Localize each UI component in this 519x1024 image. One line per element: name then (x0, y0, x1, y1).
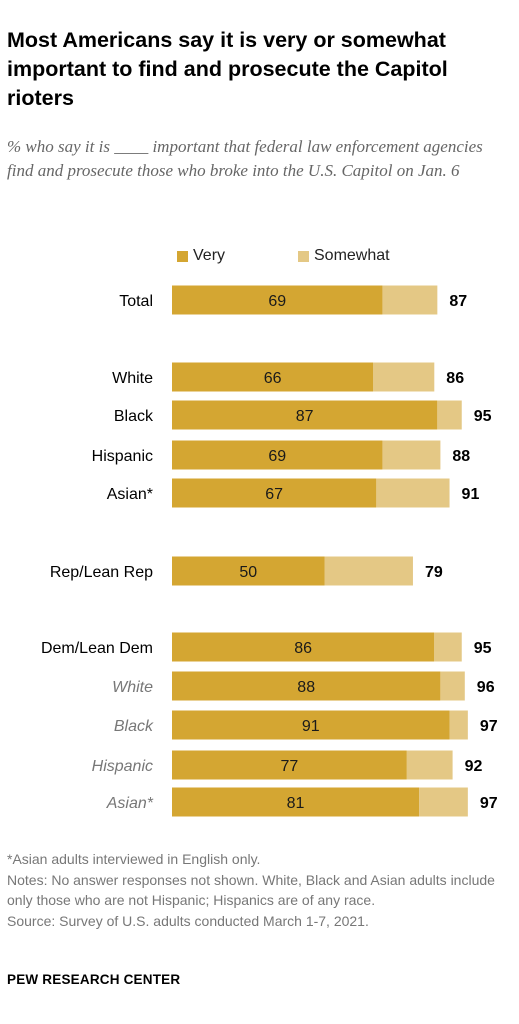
category-label: White (112, 679, 153, 696)
data-label-total: 91 (462, 486, 480, 503)
data-label-total: 79 (425, 564, 443, 581)
bar-somewhat (406, 750, 453, 780)
data-label-very: 81 (287, 795, 305, 812)
bar-somewhat (419, 787, 468, 817)
bar-somewhat (376, 478, 450, 508)
source-text: Source: Survey of U.S. adults conducted … (7, 912, 369, 929)
bar-very (172, 710, 450, 740)
bar-very (172, 787, 420, 817)
category-label: Total (119, 293, 153, 310)
chart-title: Most Americans say it is very or somewha… (7, 28, 448, 110)
bar-somewhat (434, 632, 462, 662)
bar-very (172, 440, 383, 470)
bar-very (172, 478, 377, 508)
bar-somewhat (382, 440, 441, 470)
asian-footnote: *Asian adults interviewed in English onl… (7, 851, 261, 867)
category-label: Asian* (106, 795, 154, 812)
stacked-bar-chart: Total 69 87 White 66 86 Black 87 95 Hispanic 69 88 A… (41, 285, 498, 817)
bar-very (172, 671, 441, 701)
legend-item-very: Very (177, 247, 225, 265)
category-label: Hispanic (92, 758, 153, 775)
data-label-total: 95 (474, 408, 492, 425)
bar-somewhat (382, 285, 438, 315)
category-label: Black (114, 718, 154, 735)
legend-label-somewhat: Somewhat (314, 247, 390, 264)
data-label-total: 97 (480, 718, 498, 735)
data-label-total: 96 (477, 679, 495, 696)
legend-label-very: Very (193, 247, 226, 264)
data-label-total: 92 (465, 758, 483, 775)
notes-block: *Asian adults interviewed in English onl… (7, 849, 512, 931)
legend-swatch-somewhat (298, 250, 309, 262)
category-label: Asian* (107, 486, 153, 503)
data-label-very: 77 (281, 758, 299, 775)
org-name: PEW RESEARCH CENTER (7, 972, 181, 987)
bar-very (172, 362, 374, 392)
category-label: White (112, 370, 153, 387)
legend-swatch-very (177, 250, 188, 262)
bar-somewhat (440, 671, 465, 701)
data-label-total: 95 (474, 640, 492, 657)
bar-very (172, 285, 383, 315)
data-label-total: 87 (449, 293, 467, 310)
bar-somewhat (437, 400, 462, 430)
bar-somewhat (373, 362, 435, 392)
bar-very (172, 632, 435, 662)
data-label-very: 91 (302, 718, 320, 735)
bar-somewhat (449, 710, 468, 740)
category-label: Dem/Lean Dem (41, 640, 153, 657)
data-label-very: 69 (268, 448, 286, 465)
data-label-very: 67 (265, 486, 283, 503)
notes-text: Notes: No answer responses not shown. Wh… (7, 871, 495, 909)
chart-subtitle: % who say it is ____ important that fede… (7, 137, 483, 180)
data-label-very: 88 (297, 679, 315, 696)
data-label-very: 69 (268, 293, 286, 310)
bar-very (172, 400, 438, 430)
bar-somewhat (324, 556, 413, 586)
category-label: Black (114, 408, 154, 425)
data-label-total: 86 (446, 370, 464, 387)
bar-very (172, 556, 325, 586)
data-label-very: 50 (239, 564, 257, 581)
data-label-very: 66 (264, 370, 282, 387)
data-label-very: 86 (294, 640, 312, 657)
data-label-total: 97 (480, 795, 498, 812)
bar-very (172, 750, 407, 780)
category-label: Hispanic (92, 448, 153, 465)
data-label-total: 88 (452, 448, 470, 465)
legend-item-somewhat: Somewhat (298, 247, 390, 265)
category-label: Rep/Lean Rep (50, 564, 153, 581)
data-label-very: 87 (296, 408, 314, 425)
